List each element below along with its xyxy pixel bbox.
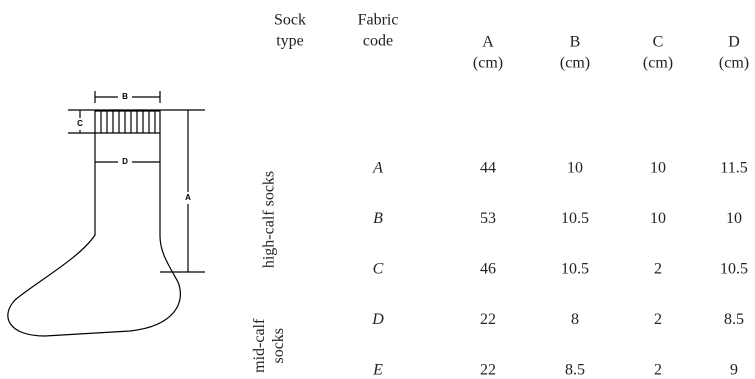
cell-value: 10 bbox=[726, 210, 742, 227]
column-header: Fabric bbox=[358, 12, 399, 29]
sock-outline bbox=[7, 110, 181, 337]
group-label: socks bbox=[270, 328, 287, 364]
cell-value: 44 bbox=[480, 160, 496, 177]
label-bg bbox=[76, 118, 85, 130]
column-header: B bbox=[570, 34, 581, 51]
fabric-code: E bbox=[372, 362, 383, 379]
label-bg bbox=[184, 192, 193, 204]
diagram-label: B bbox=[122, 92, 128, 101]
column-header: Sock bbox=[274, 12, 306, 29]
cell-value: 2 bbox=[654, 261, 662, 278]
label-bg bbox=[118, 92, 132, 102]
cell-value: 8 bbox=[571, 311, 579, 328]
sock-diagram: B C D A bbox=[7, 91, 205, 337]
column-header: C bbox=[653, 34, 664, 51]
cell-value: 8.5 bbox=[724, 311, 744, 328]
fabric-code: C bbox=[373, 261, 384, 278]
group-label: mid-calf bbox=[251, 318, 268, 373]
table: Sock type Fabric code A (cm) B (cm) C (cm) D (cm) hi… bbox=[251, 12, 749, 379]
cell-value: 22 bbox=[480, 311, 496, 328]
column-header: D bbox=[728, 34, 740, 51]
fabric-code: B bbox=[373, 210, 383, 227]
cell-value: 10.5 bbox=[720, 261, 748, 278]
cell-value: 2 bbox=[654, 311, 662, 328]
column-header: (cm) bbox=[560, 55, 590, 72]
cell-value: 53 bbox=[480, 210, 496, 227]
column-header: code bbox=[363, 33, 393, 50]
cell-value: 10 bbox=[650, 160, 666, 177]
column-header: A bbox=[482, 34, 494, 51]
cell-value: 2 bbox=[654, 362, 662, 379]
column-header: (cm) bbox=[473, 55, 503, 72]
fabric-code: A bbox=[372, 160, 383, 177]
label-bg bbox=[118, 157, 132, 167]
cell-value: 10.5 bbox=[561, 261, 589, 278]
cuff-ribs bbox=[100, 111, 156, 133]
diagram-label: C bbox=[77, 119, 83, 128]
cell-value: 9 bbox=[730, 362, 738, 379]
cell-value: 46 bbox=[480, 261, 496, 278]
fabric-code: D bbox=[371, 311, 384, 328]
cell-value: 8.5 bbox=[565, 362, 585, 379]
diagram-label: A bbox=[185, 193, 191, 202]
cell-value: 10 bbox=[567, 160, 583, 177]
cell-value: 11.5 bbox=[720, 160, 747, 177]
column-header: (cm) bbox=[643, 55, 673, 72]
column-header: type bbox=[276, 33, 304, 50]
diagram-label: D bbox=[122, 157, 128, 166]
group-label: high-calf socks bbox=[261, 171, 278, 268]
cell-value: 22 bbox=[480, 362, 496, 379]
cell-value: 10 bbox=[650, 210, 666, 227]
cell-value: 10.5 bbox=[561, 210, 589, 227]
column-header: (cm) bbox=[719, 55, 749, 72]
